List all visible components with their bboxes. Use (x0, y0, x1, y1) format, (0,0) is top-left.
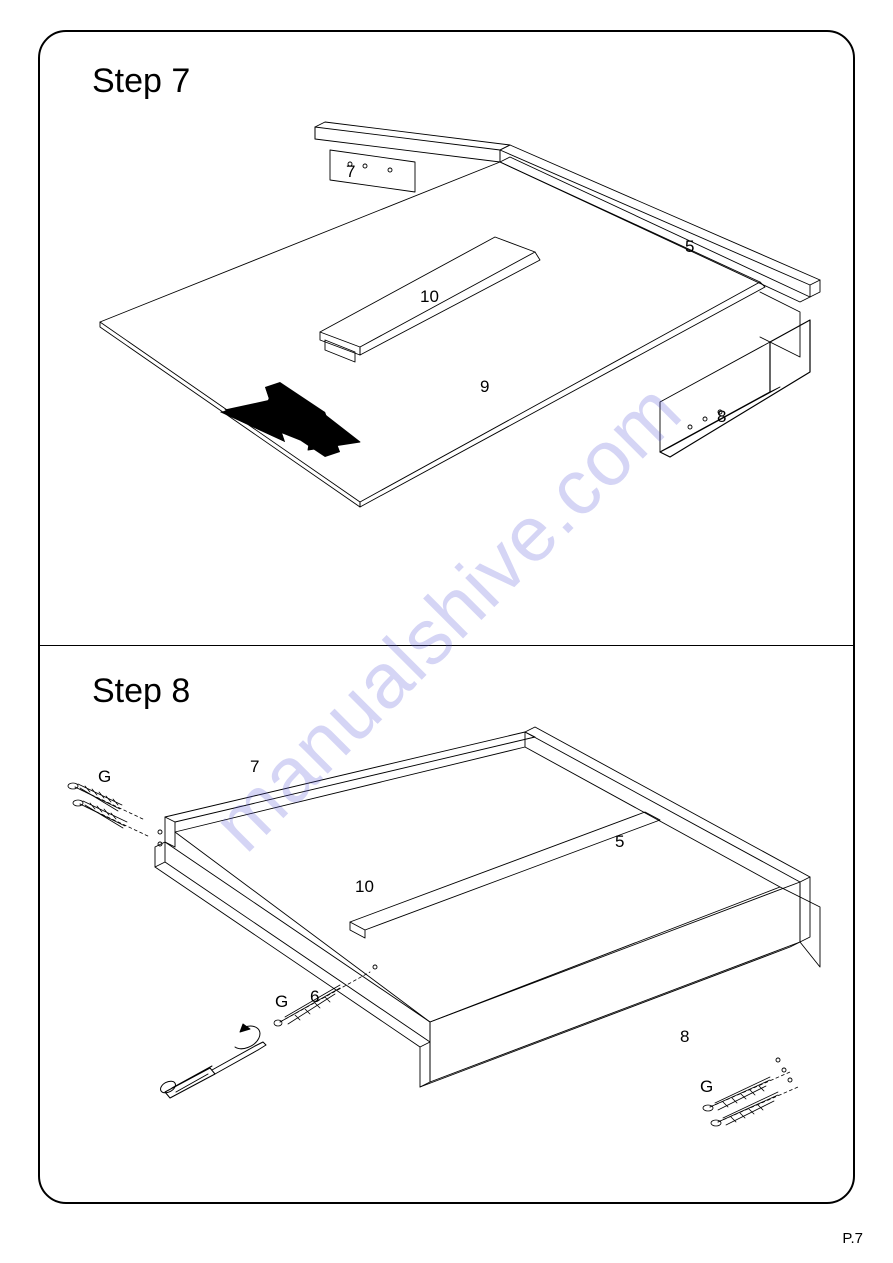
part-label-10-b: 10 (355, 877, 374, 896)
part-label-6: 6 (310, 987, 319, 1006)
hardware-label-g2: G (275, 992, 288, 1011)
step7-diagram: 7 5 10 9 8 (70, 102, 830, 522)
part-label-5-b: 5 (615, 832, 624, 851)
hardware-label-g3: G (700, 1077, 713, 1096)
part-label-8: 8 (717, 407, 726, 426)
page-frame: Step 7 (38, 30, 855, 1204)
step8-diagram: 7 5 10 6 8 G G G (60, 712, 840, 1182)
part-label-8-b: 8 (680, 1027, 689, 1046)
page-number: P.7 (842, 1230, 863, 1247)
step8-title: Step 8 (92, 672, 190, 711)
part-label-7: 7 (346, 162, 355, 181)
step7-title: Step 7 (92, 62, 190, 101)
part-label-7-b: 7 (250, 757, 259, 776)
section-divider (40, 645, 853, 646)
part-label-5: 5 (685, 237, 694, 256)
part-label-10: 10 (420, 287, 439, 306)
part-label-9: 9 (480, 377, 489, 396)
hardware-label-g1: G (98, 767, 111, 786)
